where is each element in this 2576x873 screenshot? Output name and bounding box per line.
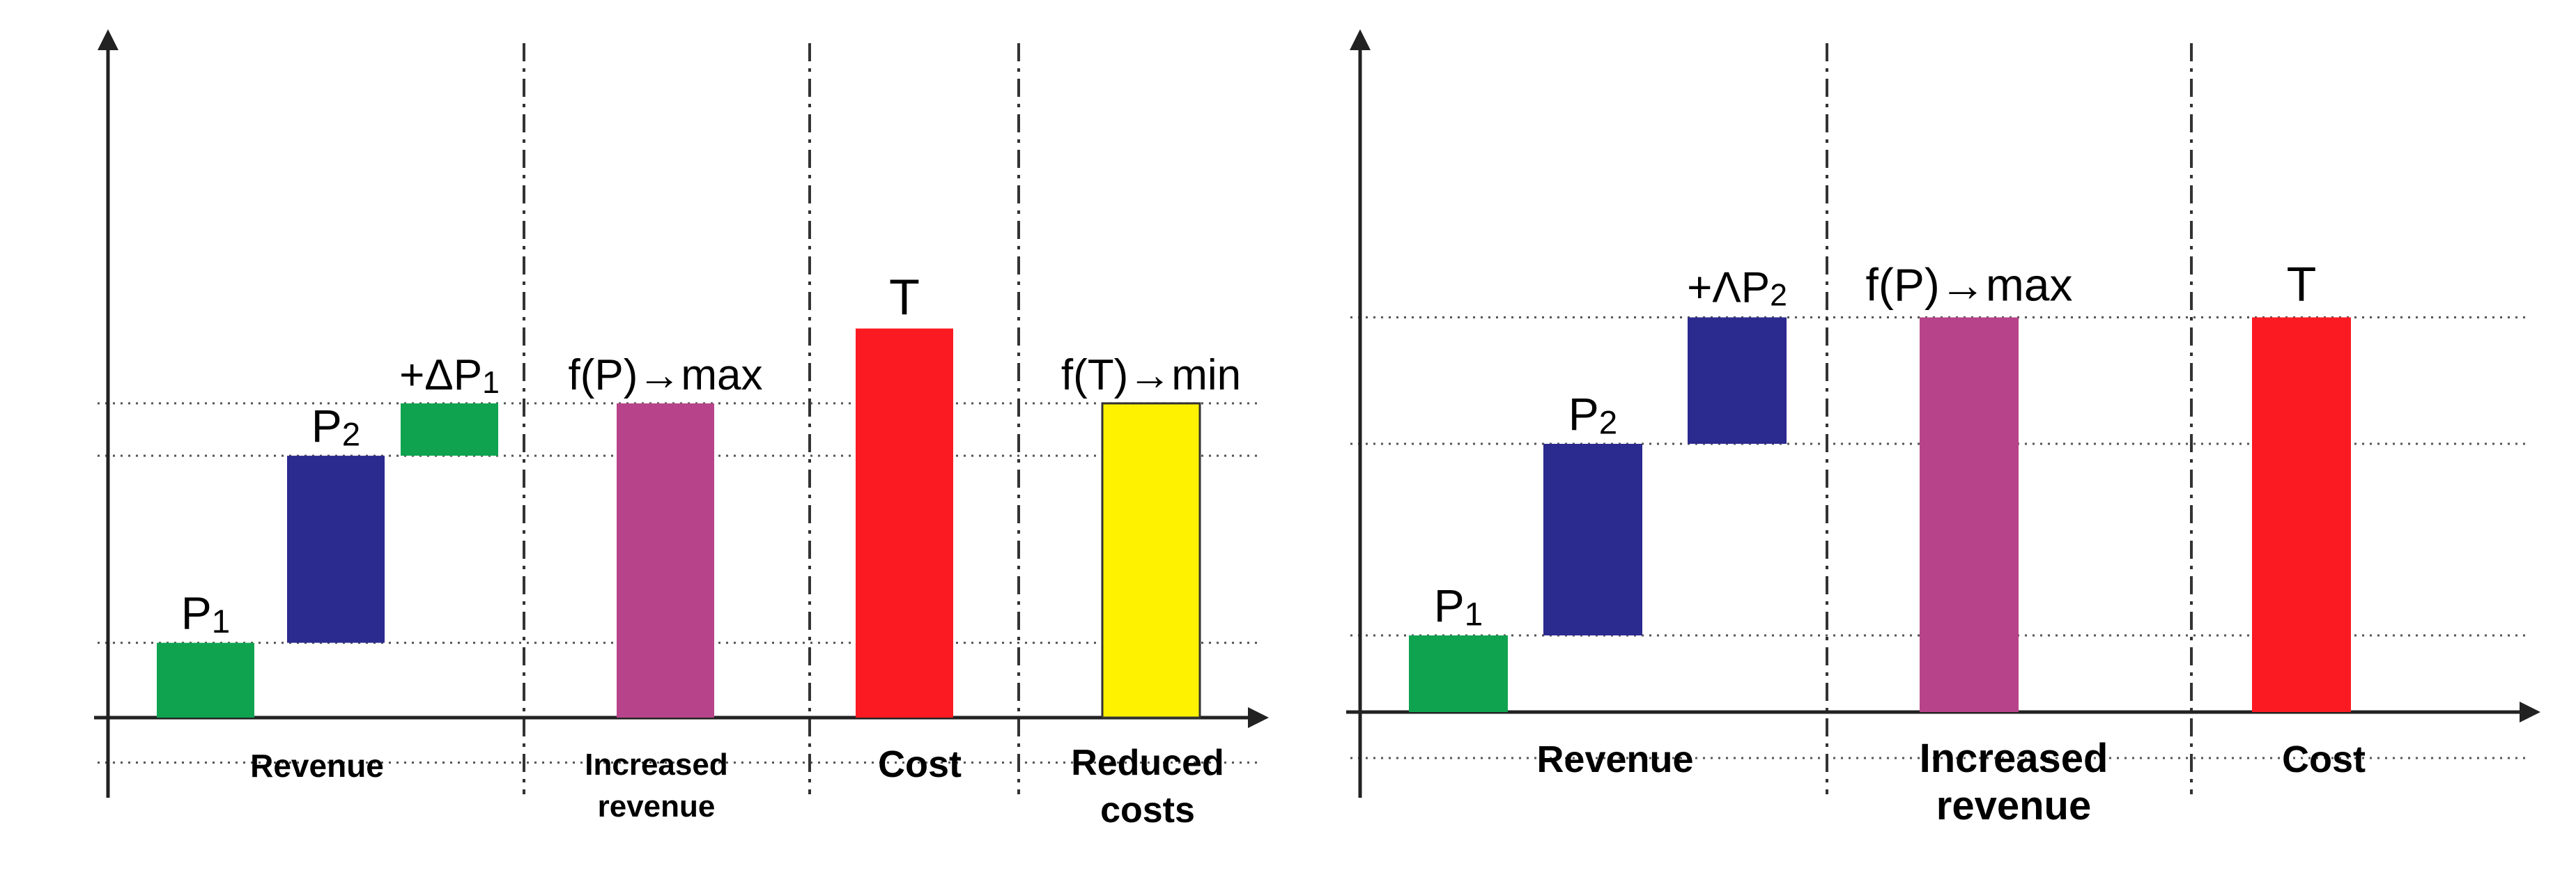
- left-bar-label-1-main: P: [181, 587, 212, 639]
- left-bar-label-2: P2: [311, 400, 360, 453]
- right-bar-label-5: T: [2287, 257, 2317, 311]
- left-bar-label-3-sub: 1: [482, 366, 500, 400]
- left-bar-label-1-sub: 1: [212, 603, 230, 640]
- left-section-label: revenue: [598, 789, 716, 824]
- left-bar-label-6-main: f(T)→min: [1061, 351, 1241, 399]
- right-bar-label-5-main: T: [2287, 257, 2317, 311]
- left-bar-3: [401, 403, 498, 456]
- right-bar-3: [1688, 317, 1787, 444]
- right-bar-label-3: +ΛP2: [1687, 264, 1787, 313]
- left-bar-label-5: T: [889, 270, 920, 326]
- right-bar-label-4: f(P)→max: [1866, 259, 2073, 311]
- right-bar-label-1: P1: [1434, 580, 1483, 633]
- right-bar-label-2-main: P: [1568, 388, 1599, 440]
- left-bar-1: [157, 642, 254, 718]
- right-bar-label-3-sub: 2: [1770, 278, 1787, 312]
- left-bar-label-1: P1: [181, 587, 230, 640]
- right-bar-4: [1920, 317, 2019, 712]
- left-section-label: costs: [1100, 790, 1195, 830]
- left-bar-label-4: f(P)→max: [569, 351, 763, 399]
- right-section-label: Cost: [2282, 739, 2366, 780]
- left-bar-label-2-main: P: [311, 400, 342, 451]
- right-bar-label-1-sub: 1: [1465, 596, 1483, 633]
- right-bar-1: [1409, 635, 1508, 712]
- left-bar-label-3-main: P: [454, 351, 482, 399]
- left-bar-6: [1101, 402, 1201, 719]
- left-section-label: Cost: [878, 743, 962, 785]
- right-section-label: revenue: [1936, 783, 2091, 828]
- left-bar-label-2-sub: 2: [342, 416, 360, 453]
- right-bar-label-3-main: P: [1741, 264, 1770, 312]
- left-section-label: Revenue: [250, 748, 384, 784]
- left-bar-label-6: f(T)→min: [1061, 351, 1241, 399]
- left-bar-label-3-prefix: +Δ: [399, 351, 454, 399]
- left-bar-5: [856, 328, 953, 718]
- left-bar-label-3: +ΔP1: [399, 351, 500, 400]
- left-bar-label-5-main: T: [889, 270, 920, 326]
- left-bar-label-4-main: f(P)→max: [569, 351, 763, 399]
- right-section-label: Increased: [1920, 736, 2108, 781]
- right-bar-2: [1543, 444, 1642, 635]
- right-bar-label-2-sub: 2: [1599, 404, 1617, 441]
- right-bar-label-1-main: P: [1434, 580, 1465, 631]
- right-bar-label-4-main: f(P)→max: [1866, 259, 2073, 311]
- left-bar-4: [617, 403, 714, 718]
- right-bar-5: [2252, 317, 2351, 712]
- left-section-label: Reduced: [1071, 743, 1224, 783]
- left-bar-2: [287, 456, 385, 643]
- left-section-label: Increased: [585, 748, 727, 782]
- right-bar-label-3-prefix: +Λ: [1687, 264, 1741, 312]
- right-section-label: Revenue: [1536, 739, 1693, 780]
- right-bar-label-2: P2: [1568, 388, 1617, 441]
